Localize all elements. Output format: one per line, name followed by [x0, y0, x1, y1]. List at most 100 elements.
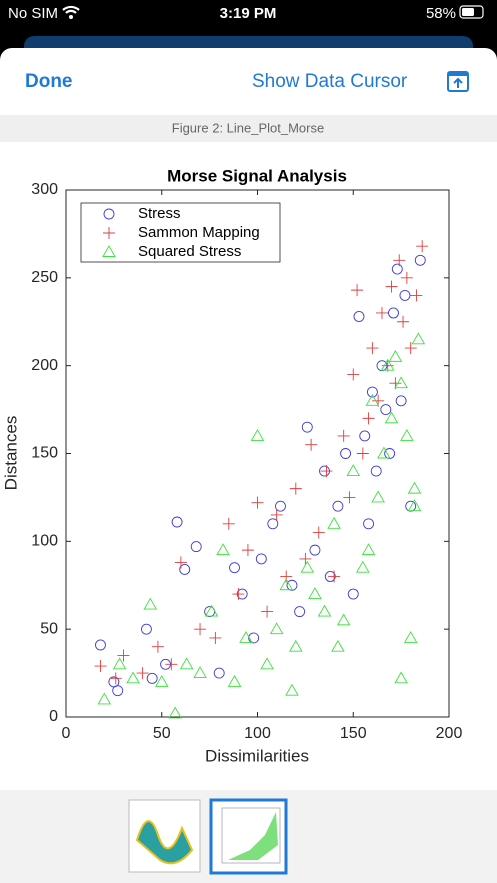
- data-point: [380, 358, 395, 371]
- data-point: [414, 254, 426, 266]
- data-point: [250, 429, 265, 441]
- x-tick-label: 0: [62, 725, 71, 742]
- data-point: [95, 639, 106, 651]
- data-point: [165, 658, 178, 671]
- data-cursor-button[interactable]: Show Data Cursor: [252, 71, 408, 92]
- data-point: [361, 543, 376, 556]
- data-point: [384, 448, 396, 459]
- data-point: [286, 579, 298, 591]
- data-point: [216, 543, 230, 556]
- data-point: [194, 623, 207, 636]
- clock: 3:19 PM: [220, 5, 277, 22]
- data-point: [384, 411, 399, 424]
- data-point: [308, 587, 322, 599]
- data-point: [232, 588, 245, 601]
- battery-level: 58%: [426, 5, 456, 22]
- data-point: [400, 271, 413, 284]
- legend-marker: [103, 227, 115, 239]
- data-point: [332, 500, 344, 512]
- data-point: [204, 604, 219, 617]
- data-point: [312, 526, 325, 539]
- data-point: [179, 563, 191, 575]
- legend-marker: [102, 245, 116, 257]
- data-point: [371, 490, 385, 503]
- data-point: [320, 465, 333, 478]
- data-point: [305, 438, 318, 451]
- data-point: [222, 517, 235, 530]
- y-tick-label: 200: [31, 357, 58, 374]
- thumbnail-surface[interactable]: [128, 799, 201, 873]
- share-arrow: [453, 77, 463, 88]
- battery-fill: [462, 8, 474, 16]
- data-point: [351, 284, 364, 297]
- data-point: [328, 570, 341, 583]
- data-point: [112, 685, 124, 697]
- data-point: [347, 368, 360, 381]
- data-point: [151, 640, 164, 653]
- data-point: [327, 516, 341, 529]
- data-point: [146, 672, 158, 684]
- data-point: [337, 429, 350, 442]
- data-point: [377, 446, 391, 459]
- data-point: [261, 605, 274, 618]
- legend-label: Squared Stress: [138, 243, 241, 260]
- share-button[interactable]: [447, 71, 469, 92]
- data-point: [126, 671, 140, 684]
- axes-box: [65, 189, 450, 718]
- data-point: [229, 562, 240, 574]
- data-point: [340, 448, 352, 459]
- data-point: [353, 311, 365, 322]
- thumbnail-scatter[interactable]: [209, 798, 288, 875]
- data-point: [347, 588, 359, 600]
- x-tick-label: 100: [244, 725, 271, 742]
- y-tick-label: 250: [31, 269, 58, 286]
- data-point: [388, 307, 399, 319]
- data-point: [209, 631, 222, 644]
- x-tick-label: 50: [153, 725, 171, 742]
- data-point: [227, 674, 242, 687]
- done-button[interactable]: Done: [25, 71, 73, 92]
- data-point: [381, 359, 394, 372]
- data-point: [267, 518, 279, 530]
- data-point: [394, 376, 408, 389]
- data-point: [269, 622, 284, 635]
- figure-bar: [0, 115, 497, 142]
- battery-icon: [459, 5, 484, 19]
- data-point: [275, 500, 286, 512]
- y-tick-label: 100: [31, 533, 58, 550]
- data-point: [365, 393, 380, 406]
- data-point: [397, 315, 410, 328]
- data-point: [190, 541, 202, 553]
- data-point: [255, 553, 267, 565]
- x-tick-label: 200: [436, 725, 463, 742]
- data-point: [336, 613, 351, 626]
- data-point: [301, 421, 313, 433]
- data-point: [411, 332, 426, 345]
- data-point: [94, 660, 107, 673]
- data-point: [136, 667, 149, 680]
- y-tick-label: 0: [49, 708, 58, 725]
- data-point: [407, 499, 422, 512]
- data-point: [168, 706, 182, 719]
- data-point: [294, 606, 306, 618]
- data-point: [248, 632, 260, 644]
- data-point: [400, 429, 414, 441]
- data-point: [117, 649, 130, 662]
- data-point: [285, 683, 299, 696]
- data-point: [370, 465, 382, 477]
- legend-label: Stress: [138, 205, 181, 222]
- data-point: [380, 404, 392, 416]
- thumbnail-points: [228, 812, 278, 860]
- data-point: [416, 240, 429, 253]
- data-point: [154, 674, 169, 687]
- data-point: [356, 447, 369, 460]
- data-point: [317, 604, 332, 617]
- x-tick-label: 150: [340, 725, 367, 742]
- data-point: [174, 556, 187, 569]
- y-tick-label: 150: [31, 445, 58, 462]
- data-point: [375, 306, 388, 319]
- data-point: [193, 666, 207, 679]
- share-bar: [448, 72, 468, 76]
- x-axis-label: Dissimilarities: [205, 746, 309, 765]
